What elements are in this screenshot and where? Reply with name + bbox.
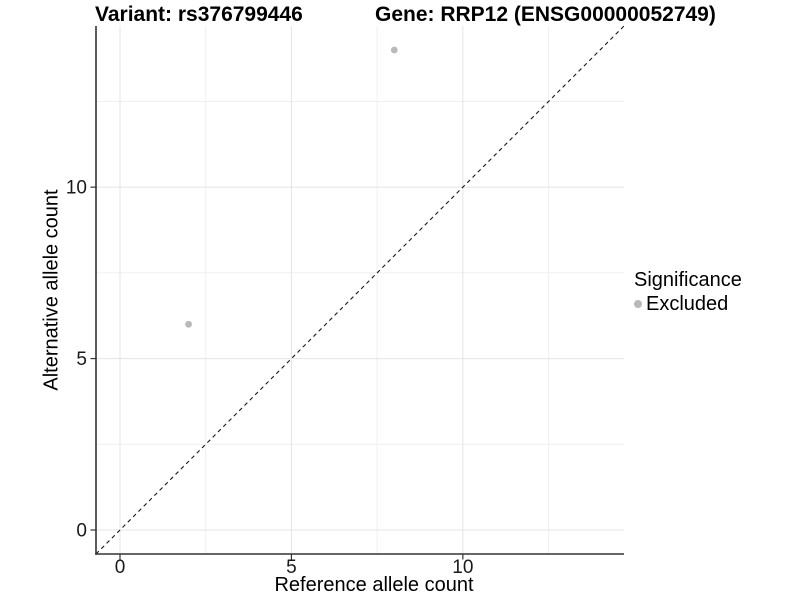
x-axis-title: Reference allele count bbox=[274, 574, 474, 596]
y-axis-ticks: 0 5 10 bbox=[66, 178, 96, 542]
y-tick-label: 10 bbox=[66, 178, 87, 199]
x-axis-ticks: 0 5 10 bbox=[115, 554, 473, 578]
identity-line bbox=[95, 25, 625, 555]
legend-item-label: Excluded bbox=[646, 293, 729, 315]
data-point bbox=[185, 320, 192, 328]
x-tick-label: 0 bbox=[115, 557, 126, 578]
grid-minor bbox=[96, 26, 624, 554]
x-tick-label: 10 bbox=[452, 557, 473, 578]
plot-title-gene: Gene: RRP12 (ENSG00000052749) bbox=[375, 3, 716, 26]
y-tick-label: 0 bbox=[76, 521, 87, 542]
y-tick-label: 5 bbox=[76, 349, 87, 370]
legend-item-excluded: Excluded bbox=[634, 292, 742, 316]
data-points bbox=[185, 46, 398, 328]
plot-title-variant: Variant: rs376799446 bbox=[95, 3, 303, 26]
legend-dot-icon bbox=[634, 300, 642, 308]
data-point bbox=[390, 46, 398, 54]
y-axis-title: Alternative allele count bbox=[40, 189, 63, 391]
legend-title: Significance bbox=[634, 269, 742, 291]
axis-lines bbox=[95, 26, 624, 555]
legend: Significance Excluded bbox=[634, 268, 742, 316]
grid-major bbox=[96, 26, 624, 554]
x-tick-label: 5 bbox=[286, 557, 297, 578]
